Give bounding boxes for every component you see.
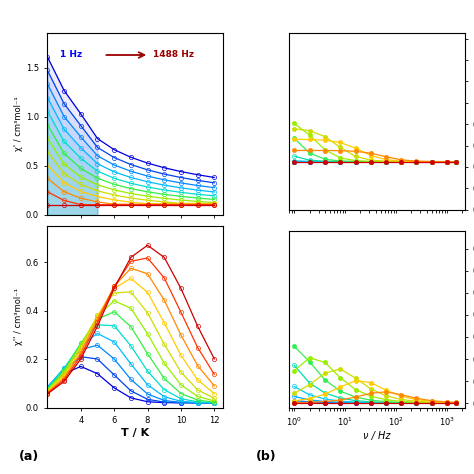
Text: (a): (a) xyxy=(19,450,39,463)
X-axis label: T / K: T / K xyxy=(121,428,149,438)
Y-axis label: χ'' / cm³mol⁻¹: χ'' / cm³mol⁻¹ xyxy=(14,288,23,345)
X-axis label: ν / Hz: ν / Hz xyxy=(363,431,391,441)
Text: 1 Hz: 1 Hz xyxy=(60,51,82,60)
Y-axis label: χ' / cm³mol⁻¹: χ' / cm³mol⁻¹ xyxy=(14,97,23,152)
Text: 1488 Hz: 1488 Hz xyxy=(153,51,193,60)
Text: (b): (b) xyxy=(256,450,277,463)
